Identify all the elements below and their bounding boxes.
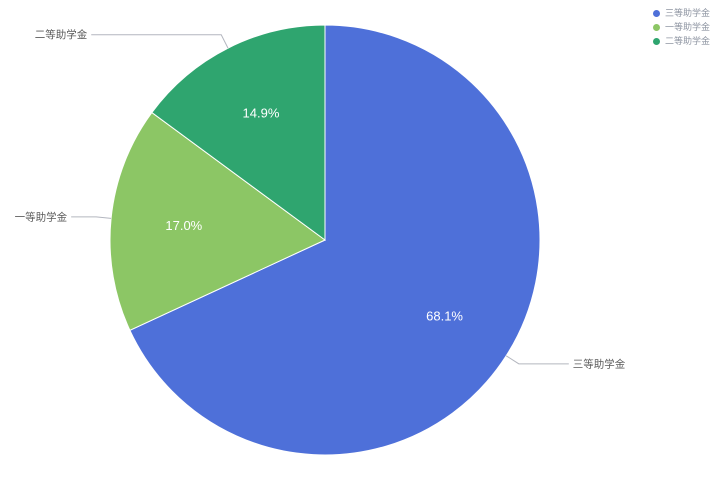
- slice-outside-label-1: 一等助学金: [15, 210, 68, 223]
- pie-slice-1[interactable]: [109, 111, 326, 331]
- slice-percent-label-2: 14.9%: [243, 105, 280, 120]
- legend-label-0: 三等助学金: [664, 8, 710, 18]
- legend-item-0[interactable]: 三等助学金: [652, 8, 710, 19]
- legend: 三等助学金 一等助学金 二等助学金: [652, 8, 710, 47]
- legend-label-2: 二等助学金: [664, 36, 710, 46]
- slice-label-line-1: [71, 216, 112, 219]
- slice-percent-label-1: 17.0%: [165, 218, 202, 233]
- slice-outside-label-2: 二等助学金: [35, 28, 88, 41]
- slice-label-line-0: [505, 355, 569, 365]
- slice-label-line-2: [91, 34, 229, 49]
- pie-slice-2[interactable]: [151, 24, 326, 241]
- legend-marker-2: [652, 38, 660, 45]
- legend-item-1[interactable]: 一等助学金: [652, 22, 710, 33]
- slice-percent-label-0: 68.1%: [426, 308, 463, 323]
- slice-outside-label-0: 三等助学金: [573, 357, 626, 370]
- legend-item-2[interactable]: 二等助学金: [652, 36, 710, 47]
- legend-marker-1: [652, 24, 660, 31]
- legend-marker-0: [652, 10, 660, 17]
- legend-label-1: 一等助学金: [664, 22, 710, 32]
